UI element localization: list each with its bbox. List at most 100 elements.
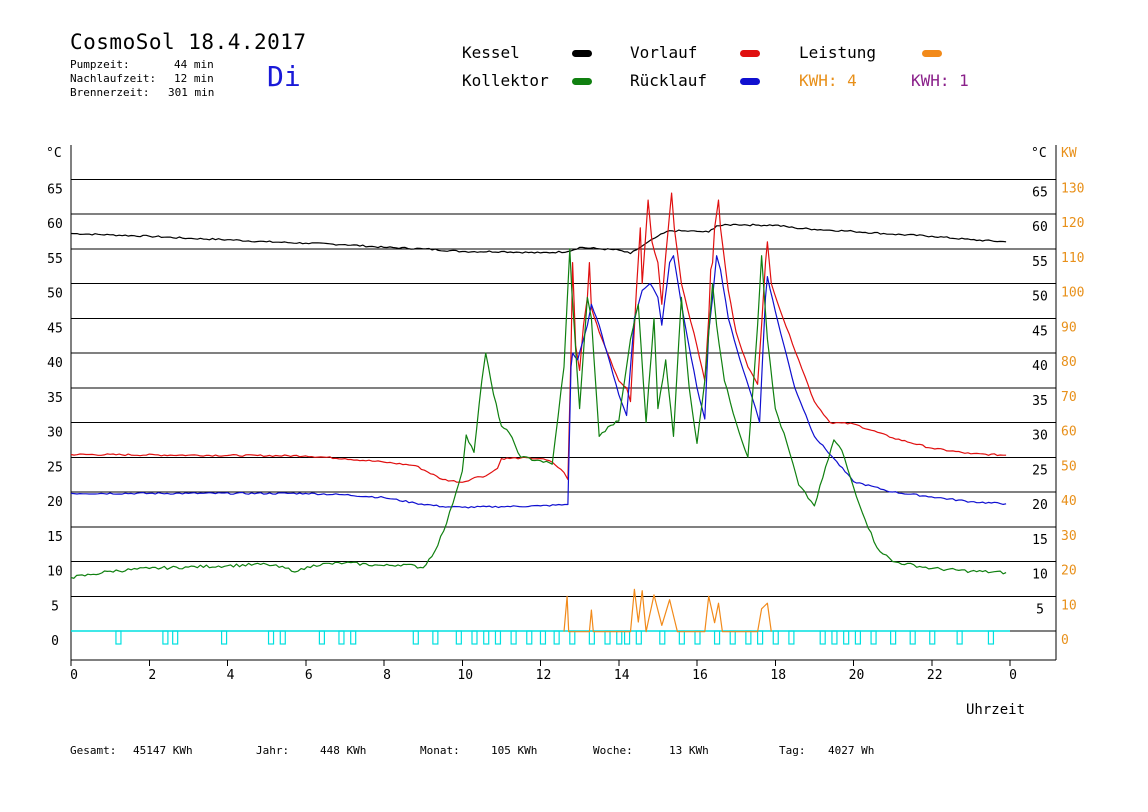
y-tick-label-left: 25	[47, 460, 63, 475]
pump-pulse	[115, 630, 122, 645]
pump-pulse	[623, 630, 631, 645]
pump-pulse	[350, 630, 357, 645]
legend-kollektor-label: Kollektor	[462, 71, 549, 90]
pump-pulse	[854, 630, 862, 645]
pumpzeit-label: Pumpzeit:	[70, 58, 130, 71]
y-tick-label-left: 15	[47, 530, 63, 545]
brennerzeit-value: 301 min	[168, 86, 215, 99]
pump-pulse	[843, 630, 850, 645]
pump-pulse	[929, 630, 936, 645]
legend-vorlauf-swatch	[740, 50, 760, 57]
pump-pulse	[745, 630, 752, 645]
y-tick-label-right-kw: 120	[1061, 216, 1084, 231]
y-tick-label-right-c: 40	[1032, 359, 1048, 374]
series-line-kessel	[70, 223, 1007, 255]
x-tick-label: 12	[536, 668, 552, 683]
pump-pulse	[819, 630, 826, 645]
pump-pulse	[494, 630, 502, 645]
x-tick-label: 4	[227, 668, 235, 683]
series-line-vorlauf	[70, 192, 1007, 483]
legend-vorlauf-label: Vorlauf	[630, 43, 698, 62]
y-axis-unit-right-c: °C	[1031, 146, 1047, 161]
pump-pulse	[788, 630, 795, 645]
y-tick-label-left: 55	[47, 252, 63, 267]
y-tick-label-right-kw: 40	[1061, 494, 1077, 509]
series-line-rücklauf	[70, 255, 1007, 509]
y-tick-label-right-c: 5	[1036, 602, 1044, 617]
y-tick-label-left: 5	[51, 599, 59, 614]
y-tick-label-left: 65	[47, 182, 63, 197]
pump-pulse	[909, 630, 916, 645]
series-line-leistung	[563, 588, 772, 633]
y-tick-label-right-c: 25	[1032, 463, 1048, 478]
y-tick-label-left: 10	[47, 565, 63, 580]
y-tick-label-right-c: 10	[1032, 568, 1048, 583]
legend-kessel-label: Kessel	[462, 43, 520, 62]
y-tick-label-left: 60	[47, 217, 63, 232]
y-tick-label-left: 50	[47, 287, 63, 302]
pump-pulse	[412, 630, 419, 645]
pump-pulse	[694, 630, 701, 645]
pump-pulse	[279, 630, 286, 645]
footer-tag-label: Tag:	[779, 744, 806, 757]
pump-pulse	[526, 630, 533, 645]
y-tick-label-right-c: 50	[1032, 290, 1048, 305]
pump-pulse	[756, 630, 764, 645]
y-tick-label-right-kw: 100	[1061, 286, 1084, 301]
legend-ruecklauf-label: Rücklauf	[630, 71, 708, 90]
pump-pulse	[172, 630, 179, 645]
y-tick-label-right-c: 60	[1032, 220, 1048, 235]
x-tick-label: 20	[849, 668, 865, 683]
x-tick-label: 0	[1009, 668, 1017, 683]
legend-kollektor-swatch	[572, 78, 592, 85]
y-tick-label-right-kw: 60	[1061, 425, 1077, 440]
x-tick-label: 18	[770, 668, 786, 683]
y-tick-label-right-kw: 80	[1061, 355, 1077, 370]
pump-pulse	[338, 630, 345, 645]
footer-gesamt-value: 45147 KWh	[133, 744, 193, 757]
series-line-kollektor	[70, 248, 1007, 579]
y-axis-unit-left: °C	[46, 146, 62, 161]
y-tick-label-left: 40	[47, 356, 63, 371]
x-tick-label: 0	[70, 668, 78, 683]
y-tick-label-right-kw: 130	[1061, 181, 1084, 196]
pump-pulse	[432, 630, 439, 645]
y-tick-label-right-kw: 20	[1061, 564, 1077, 579]
pumpzeit-value: 44 min	[174, 58, 214, 71]
pump-pulse	[678, 630, 685, 645]
pump-pulse	[604, 630, 611, 645]
legend-ruecklauf-swatch	[740, 78, 760, 85]
pump-pulse	[539, 630, 547, 645]
pump-pulse	[220, 630, 228, 645]
y-tick-label-left: 0	[51, 634, 59, 649]
pump-pulse	[162, 630, 169, 645]
y-tick-label-right-kw: 10	[1061, 598, 1077, 613]
pump-pulse	[870, 630, 877, 645]
chart-title: CosmoSol 18.4.2017	[70, 30, 307, 54]
pump-pulse	[890, 630, 897, 645]
x-tick-label: 22	[927, 668, 943, 683]
footer-tag-value: 4027 Wh	[828, 744, 875, 757]
y-tick-label-right-kw: 50	[1061, 459, 1077, 474]
pump-pulse	[455, 630, 462, 645]
pump-pulse	[588, 630, 595, 645]
legend-kwh-orange: KWH: 4	[799, 71, 857, 90]
y-tick-label-right-c: 15	[1032, 533, 1048, 548]
x-axis-title: Uhrzeit	[966, 702, 1025, 718]
pump-pulse	[659, 630, 666, 645]
y-tick-label-left: 45	[47, 321, 63, 336]
x-tick-label: 10	[457, 668, 473, 683]
y-tick-label-right-c: 30	[1032, 429, 1048, 444]
nachlaufzeit-label: Nachlaufzeit:	[70, 72, 157, 85]
x-tick-label: 8	[383, 668, 391, 683]
pump-pulse	[267, 630, 275, 645]
pump-pulse	[471, 630, 478, 645]
x-tick-label: 6	[305, 668, 313, 683]
footer-gesamt-label: Gesamt:	[70, 744, 117, 757]
y-tick-label-left: 35	[47, 391, 63, 406]
y-tick-label-right-c: 65	[1032, 185, 1048, 200]
legend-kessel-swatch	[572, 50, 592, 57]
y-tick-label-right-kw: 110	[1061, 251, 1084, 266]
pump-pulse	[772, 630, 779, 645]
weekday-label: Di	[267, 60, 301, 93]
